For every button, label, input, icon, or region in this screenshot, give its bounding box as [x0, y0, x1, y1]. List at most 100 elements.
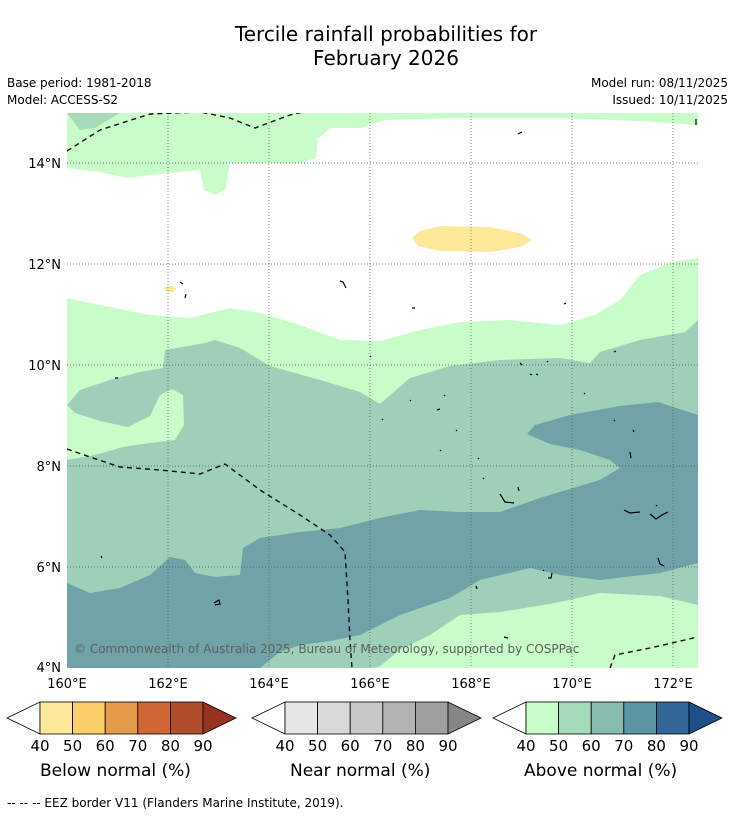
legend-below-tip-left — [6, 701, 41, 735]
lon-label-162: 162°E — [148, 677, 188, 692]
legend-below-tick-label: 80 — [161, 737, 180, 755]
region-above-40-north — [67, 113, 698, 195]
region-above-40-south — [455, 610, 698, 668]
eez-borders — [67, 113, 698, 668]
island — [623, 509, 669, 520]
legend-above-tip-left — [492, 701, 527, 735]
legend-above-tick-label: 70 — [614, 737, 633, 755]
island — [503, 636, 509, 639]
legend-above-tick-label: 90 — [679, 737, 698, 755]
lon-label-168: 168°E — [451, 677, 491, 692]
region-above-60-east — [67, 402, 698, 668]
island — [657, 557, 665, 567]
legend-near-tick-label: 80 — [406, 737, 425, 755]
issued-date: Issued: 10/11/2025 — [612, 93, 728, 107]
legend-below-title: Below normal (%) — [40, 761, 191, 781]
base-period: Base period: 1981-2018 — [7, 76, 152, 90]
footnote: -- -- -- EEZ border V11 (Flanders Marine… — [7, 796, 344, 810]
island — [519, 360, 549, 376]
legend-above-tick-label: 40 — [516, 737, 535, 755]
region-below-small — [164, 286, 176, 292]
legend-above-normal: 40 50 60 70 80 90 — [492, 701, 723, 755]
copyright-text: © Commonwealth of Australia 2025, Bureau… — [74, 642, 579, 656]
legend-near-title: Near normal (%) — [290, 761, 431, 781]
legend-near-swatch — [349, 701, 384, 735]
legend-above-swatch — [623, 701, 657, 735]
meta-right: Model run: 08/11/2025 Issued: 10/11/2025 — [591, 75, 728, 109]
lon-label-172: 172°E — [653, 677, 693, 692]
lat-label-10: 10°N — [28, 359, 61, 374]
islands — [100, 119, 697, 639]
legend-near-swatch — [382, 701, 416, 735]
island — [583, 350, 617, 395]
map-area: © Commonwealth of Australia 2025, Bureau… — [67, 113, 698, 668]
legend-above-tick-label: 50 — [549, 737, 568, 755]
model-run: Model run: 08/11/2025 — [590, 76, 728, 90]
region-above-60-east-2 — [560, 468, 698, 500]
legend-near-swatch — [317, 701, 351, 735]
island — [475, 585, 478, 590]
legend-below-swatch — [137, 701, 171, 735]
legend-below-swatch — [72, 701, 106, 735]
meta-left: Base period: 1981-2018 Model: ACCESS-S2 — [7, 75, 152, 109]
legend-below-swatch — [169, 701, 204, 735]
legend-below-tick-label: 70 — [128, 737, 147, 755]
island — [655, 504, 658, 507]
lon-label-166: 166°E — [350, 677, 390, 692]
legend-near-swatch — [284, 701, 318, 735]
model-name: Model: ACCESS-S2 — [7, 93, 119, 107]
region-above-40-lobe — [67, 389, 184, 460]
lat-label-8: 8°N — [37, 460, 62, 475]
island — [100, 555, 103, 559]
lat-label-12: 12°N — [28, 258, 61, 273]
island — [381, 394, 446, 421]
island — [439, 419, 635, 459]
lat-label-6: 6°N — [37, 561, 62, 576]
eez-border-south — [67, 448, 353, 668]
legend-near-tick-label: 40 — [275, 737, 294, 755]
legend-near-tip-left — [251, 701, 286, 735]
legend-below-tick-label: 60 — [96, 737, 115, 755]
lon-label-170: 170°E — [552, 677, 592, 692]
island — [369, 355, 372, 358]
eez-border-north — [67, 113, 302, 152]
lon-label-160: 160°E — [47, 677, 87, 692]
legend-near-tick-label: 50 — [308, 737, 327, 755]
island — [179, 281, 187, 299]
legend-below-normal: 40 50 60 70 80 90 — [6, 701, 237, 755]
title-line-2: February 2026 — [313, 46, 459, 70]
legend-above-swatch — [590, 701, 625, 735]
legend-above-swatch — [656, 701, 690, 735]
legend-near-tick-label: 70 — [373, 737, 392, 755]
legend-near-tick-label: 60 — [341, 737, 360, 755]
legend-above-tick-label: 80 — [647, 737, 666, 755]
legend-above-tip-right — [688, 701, 723, 735]
legend-below-tick-label: 50 — [63, 737, 82, 755]
legend-above-tick-label: 60 — [582, 737, 601, 755]
lon-label-164: 164°E — [249, 677, 289, 692]
title-line-1: Tercile rainfall probabilities for — [234, 22, 538, 46]
eez-border-southeast — [609, 636, 698, 668]
region-near-top — [67, 113, 120, 130]
lat-label-4: 4°N — [37, 661, 62, 676]
legend-near-tip-right — [447, 701, 482, 735]
island — [339, 280, 347, 289]
lat-axis: 14°N 12°N 10°N 8°N 6°N 4°N — [28, 157, 61, 676]
legend-below-swatch — [104, 701, 139, 735]
island — [477, 457, 485, 480]
legend-near-swatch — [414, 701, 449, 735]
chart-title: Tercile rainfall probabilities for Febru… — [0, 22, 736, 70]
legend-near-tick-label: 90 — [438, 737, 457, 755]
legend-below-tick-label: 90 — [193, 737, 212, 755]
legend-below-swatch — [39, 701, 73, 735]
graticule — [67, 113, 698, 668]
island — [563, 302, 567, 305]
legend-above-swatch — [558, 701, 592, 735]
legend-below-tip-right — [202, 701, 237, 735]
legend-near-normal: 40 50 60 70 80 90 — [251, 701, 482, 755]
region-below-40 — [412, 226, 532, 252]
lat-label-14: 14°N — [28, 157, 61, 172]
lon-axis: 160°E 162°E 164°E 166°E 168°E 170°E 172°… — [47, 677, 693, 692]
legend-above-title: Above normal (%) — [524, 761, 678, 781]
